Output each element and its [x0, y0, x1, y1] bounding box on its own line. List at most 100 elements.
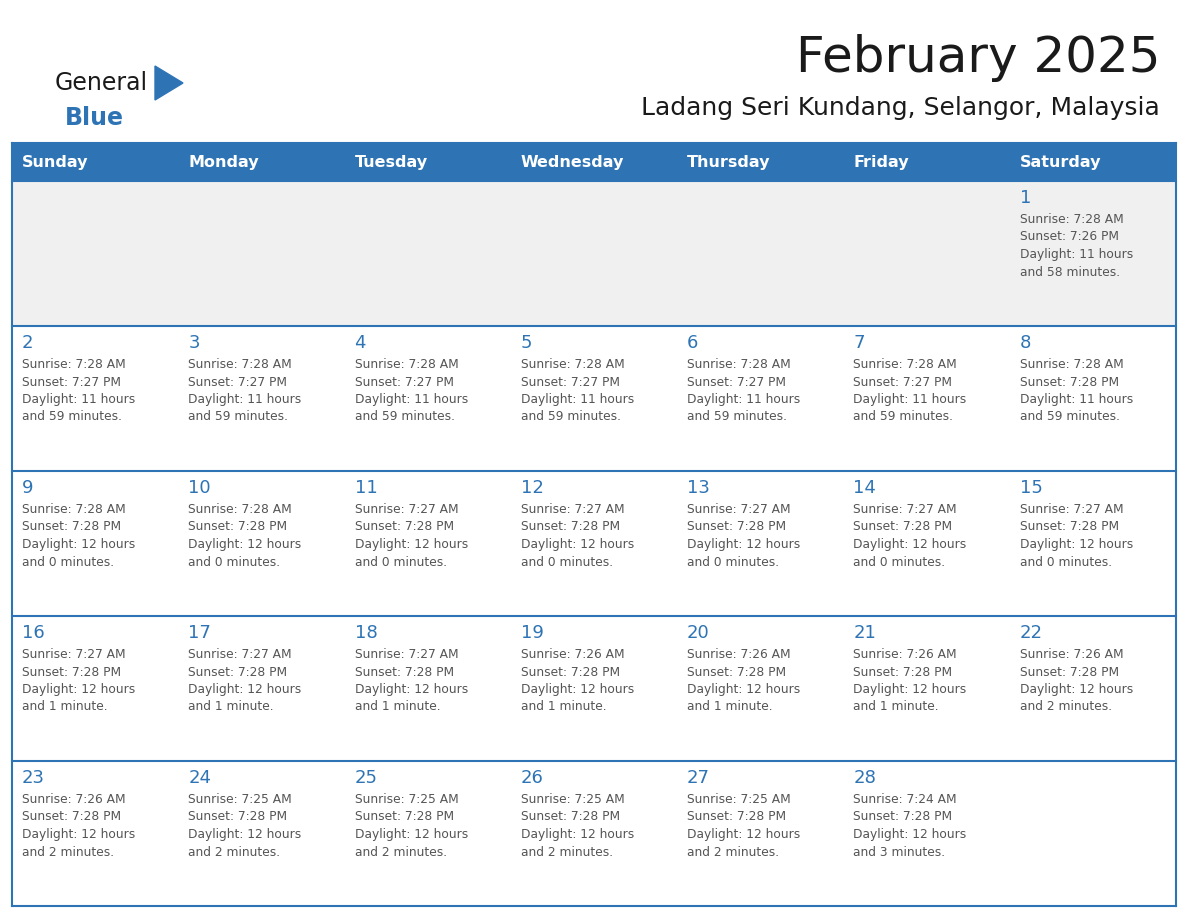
Text: Sunset: 7:28 PM: Sunset: 7:28 PM: [354, 811, 454, 823]
Text: Sunrise: 7:28 AM: Sunrise: 7:28 AM: [354, 358, 459, 371]
Text: 21: 21: [853, 624, 877, 642]
Text: Sunset: 7:28 PM: Sunset: 7:28 PM: [1019, 666, 1119, 678]
Bar: [12, 471, 178, 616]
Text: Sunset: 7:28 PM: Sunset: 7:28 PM: [188, 521, 287, 533]
Bar: [178, 326, 345, 471]
Bar: [1010, 471, 1176, 616]
Bar: [677, 181, 843, 326]
Text: and 0 minutes.: and 0 minutes.: [853, 555, 946, 568]
Text: 24: 24: [188, 769, 211, 787]
Text: Daylight: 12 hours: Daylight: 12 hours: [687, 683, 801, 696]
Text: Daylight: 11 hours: Daylight: 11 hours: [520, 393, 634, 406]
Text: 12: 12: [520, 479, 544, 497]
Polygon shape: [154, 66, 183, 100]
Text: Sunset: 7:28 PM: Sunset: 7:28 PM: [687, 521, 786, 533]
Text: 5: 5: [520, 334, 532, 352]
Bar: [511, 761, 677, 906]
Text: and 2 minutes.: and 2 minutes.: [354, 845, 447, 858]
Text: Daylight: 11 hours: Daylight: 11 hours: [687, 393, 801, 406]
Text: and 0 minutes.: and 0 minutes.: [1019, 555, 1112, 568]
Text: Saturday: Saturday: [1019, 154, 1101, 170]
Text: Daylight: 12 hours: Daylight: 12 hours: [188, 538, 302, 551]
Text: and 59 minutes.: and 59 minutes.: [354, 410, 455, 423]
Text: Sunrise: 7:28 AM: Sunrise: 7:28 AM: [21, 503, 126, 516]
Text: 6: 6: [687, 334, 699, 352]
Text: Sunrise: 7:28 AM: Sunrise: 7:28 AM: [21, 358, 126, 371]
Bar: [511, 471, 677, 616]
Text: Daylight: 12 hours: Daylight: 12 hours: [687, 538, 801, 551]
Text: Daylight: 12 hours: Daylight: 12 hours: [520, 538, 634, 551]
Bar: [843, 616, 1010, 761]
Text: Sunrise: 7:28 AM: Sunrise: 7:28 AM: [188, 358, 292, 371]
Text: Daylight: 12 hours: Daylight: 12 hours: [853, 538, 967, 551]
Text: and 59 minutes.: and 59 minutes.: [188, 410, 289, 423]
Bar: [178, 143, 345, 181]
Text: 28: 28: [853, 769, 877, 787]
Bar: [677, 616, 843, 761]
Text: Sunrise: 7:28 AM: Sunrise: 7:28 AM: [853, 358, 958, 371]
Bar: [677, 143, 843, 181]
Bar: [677, 326, 843, 471]
Text: Sunset: 7:28 PM: Sunset: 7:28 PM: [520, 521, 620, 533]
Text: Sunrise: 7:26 AM: Sunrise: 7:26 AM: [687, 648, 791, 661]
Text: and 59 minutes.: and 59 minutes.: [21, 410, 122, 423]
Text: Sunset: 7:28 PM: Sunset: 7:28 PM: [1019, 375, 1119, 388]
Text: Daylight: 11 hours: Daylight: 11 hours: [853, 393, 967, 406]
Bar: [178, 616, 345, 761]
Text: and 58 minutes.: and 58 minutes.: [1019, 265, 1120, 278]
Bar: [345, 326, 511, 471]
Bar: [1010, 143, 1176, 181]
Text: Ladang Seri Kundang, Selangor, Malaysia: Ladang Seri Kundang, Selangor, Malaysia: [642, 96, 1159, 120]
Text: and 0 minutes.: and 0 minutes.: [520, 555, 613, 568]
Text: 10: 10: [188, 479, 211, 497]
Text: Blue: Blue: [65, 106, 124, 130]
Text: Sunrise: 7:25 AM: Sunrise: 7:25 AM: [354, 793, 459, 806]
Bar: [511, 326, 677, 471]
Text: and 1 minute.: and 1 minute.: [520, 700, 606, 713]
Bar: [677, 761, 843, 906]
Text: Sunrise: 7:26 AM: Sunrise: 7:26 AM: [1019, 648, 1124, 661]
Text: Sunrise: 7:27 AM: Sunrise: 7:27 AM: [853, 503, 958, 516]
Text: 22: 22: [1019, 624, 1043, 642]
Bar: [178, 471, 345, 616]
Text: 18: 18: [354, 624, 378, 642]
Bar: [677, 471, 843, 616]
Bar: [843, 326, 1010, 471]
Bar: [843, 471, 1010, 616]
Text: and 0 minutes.: and 0 minutes.: [21, 555, 114, 568]
Text: and 0 minutes.: and 0 minutes.: [354, 555, 447, 568]
Bar: [843, 181, 1010, 326]
Text: Friday: Friday: [853, 154, 909, 170]
Text: Daylight: 11 hours: Daylight: 11 hours: [354, 393, 468, 406]
Text: Monday: Monday: [188, 154, 259, 170]
Text: February 2025: February 2025: [796, 34, 1159, 82]
Text: 17: 17: [188, 624, 211, 642]
Text: 20: 20: [687, 624, 710, 642]
Text: 15: 15: [1019, 479, 1043, 497]
Text: Sunrise: 7:28 AM: Sunrise: 7:28 AM: [1019, 213, 1124, 226]
Text: Daylight: 11 hours: Daylight: 11 hours: [188, 393, 302, 406]
Text: Daylight: 12 hours: Daylight: 12 hours: [188, 828, 302, 841]
Text: Daylight: 12 hours: Daylight: 12 hours: [21, 538, 135, 551]
Text: 19: 19: [520, 624, 544, 642]
Text: Sunset: 7:26 PM: Sunset: 7:26 PM: [1019, 230, 1119, 243]
Text: Sunrise: 7:27 AM: Sunrise: 7:27 AM: [1019, 503, 1124, 516]
Text: and 1 minute.: and 1 minute.: [687, 700, 772, 713]
Text: 25: 25: [354, 769, 378, 787]
Text: Daylight: 12 hours: Daylight: 12 hours: [853, 828, 967, 841]
Text: Sunrise: 7:27 AM: Sunrise: 7:27 AM: [21, 648, 126, 661]
Text: Daylight: 12 hours: Daylight: 12 hours: [1019, 683, 1133, 696]
Bar: [511, 143, 677, 181]
Text: and 1 minute.: and 1 minute.: [853, 700, 939, 713]
Text: Sunrise: 7:28 AM: Sunrise: 7:28 AM: [1019, 358, 1124, 371]
Text: Sunset: 7:28 PM: Sunset: 7:28 PM: [520, 666, 620, 678]
Text: Daylight: 12 hours: Daylight: 12 hours: [687, 828, 801, 841]
Text: and 2 minutes.: and 2 minutes.: [1019, 700, 1112, 713]
Text: Sunset: 7:28 PM: Sunset: 7:28 PM: [853, 521, 953, 533]
Bar: [12, 181, 178, 326]
Text: Sunset: 7:28 PM: Sunset: 7:28 PM: [354, 666, 454, 678]
Text: and 1 minute.: and 1 minute.: [21, 700, 108, 713]
Text: Daylight: 11 hours: Daylight: 11 hours: [1019, 393, 1133, 406]
Text: 14: 14: [853, 479, 877, 497]
Text: Sunrise: 7:27 AM: Sunrise: 7:27 AM: [188, 648, 292, 661]
